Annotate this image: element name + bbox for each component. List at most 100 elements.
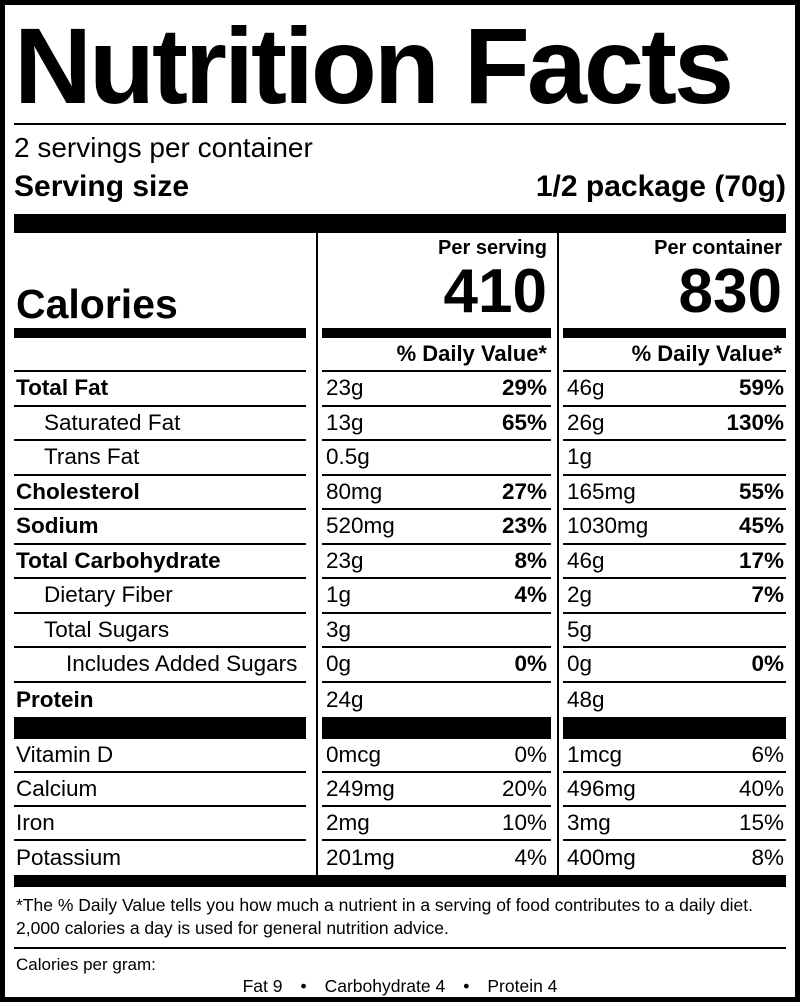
calories-per-container-value: 830	[678, 257, 782, 326]
calories-per-gram-protein: Protein 4	[487, 976, 558, 996]
container-daily-value: 59%	[738, 375, 784, 401]
serving-amount: 23g	[326, 375, 364, 401]
serving-amount: 520mg	[326, 513, 395, 539]
serving-amount: 249mg	[326, 776, 395, 801]
nutrient-name: Includes Added Sugars	[14, 648, 306, 683]
serving-daily-value: 0%	[514, 651, 547, 677]
container-daily-value: 55%	[738, 478, 784, 504]
section-bar-bottom	[14, 875, 786, 887]
calories-per-gram-label: Calories per gram:	[16, 955, 156, 974]
serving-amount: 0g	[326, 651, 352, 677]
nutrient-name: Total Carbohydrate	[14, 545, 306, 579]
serving-daily-value: 29%	[501, 375, 547, 401]
column-divider-2	[557, 233, 559, 875]
container-amount: 165mg	[567, 478, 636, 504]
serving-amount: 13g	[326, 409, 364, 435]
container-amount: 46g	[567, 375, 605, 401]
nutrient-name: Sodium	[14, 510, 306, 545]
serving-size-label: Serving size	[14, 170, 190, 203]
section-bar-vitamins	[14, 717, 786, 739]
table-row-vitamin-d: Vitamin D 0mcg 0% 1mcg 6%	[14, 739, 786, 773]
daily-value-header-container: % Daily Value*	[631, 341, 782, 366]
table-row-trans-fat: Trans Fat 0.5g 1g	[14, 441, 786, 476]
calories-cell: Calories	[14, 233, 306, 372]
serving-daily-value: 20%	[501, 776, 547, 801]
title-divider	[14, 123, 786, 125]
serving-amount: 201mg	[326, 845, 395, 870]
nutrient-name: Calcium	[14, 773, 306, 807]
per-container-header: Per container	[654, 237, 782, 259]
serving-size-row: Serving size 1/2 package (70g)	[14, 169, 786, 205]
column-divider-1	[316, 233, 318, 875]
serving-daily-value: 65%	[501, 409, 547, 435]
calories-label: Calories	[16, 281, 178, 327]
table-row-saturated-fat: Saturated Fat 13g 65% 26g 130%	[14, 407, 786, 441]
serving-daily-value: 8%	[514, 547, 547, 573]
table-row-sodium: Sodium 520mg 23% 1030mg 45%	[14, 510, 786, 545]
serving-size-value: 1/2 package (70g)	[535, 170, 786, 203]
nutrient-name: Saturated Fat	[14, 407, 306, 441]
container-amount: 400mg	[567, 845, 636, 870]
table-row-dietary-fiber: Dietary Fiber 1g 4% 2g 7%	[14, 579, 786, 614]
calories-underline-bar	[14, 328, 306, 338]
serving-amount: 2mg	[326, 810, 370, 835]
table-row-protein: Protein 24g 48g	[14, 683, 786, 718]
bullet-separator: •	[463, 976, 470, 996]
container-daily-value: 7%	[751, 582, 784, 608]
serving-daily-value: 4%	[514, 582, 547, 608]
container-daily-value: 45%	[738, 513, 784, 539]
container-amount: 48g	[567, 686, 605, 712]
container-daily-value: 6%	[751, 742, 784, 767]
calories-per-gram-fat: Fat 9	[242, 976, 283, 996]
serving-amount: 0mcg	[326, 742, 382, 767]
serving-amount: 1g	[326, 582, 352, 608]
daily-value-footnote: *The % Daily Value tells you how much a …	[14, 887, 786, 940]
container-amount: 5g	[567, 616, 593, 642]
container-amount: 1g	[567, 444, 593, 470]
serving-amount: 24g	[326, 686, 364, 712]
nutrient-name: Dietary Fiber	[14, 579, 306, 614]
container-daily-value: 15%	[738, 810, 784, 835]
container-daily-value: 8%	[751, 845, 784, 870]
serving-amount: 3g	[326, 616, 352, 642]
serving-amount: 80mg	[326, 478, 383, 504]
container-amount: 3mg	[567, 810, 611, 835]
daily-value-header-serving: % Daily Value*	[396, 341, 547, 366]
label-title: Nutrition Facts	[14, 5, 734, 126]
nutrient-name: Total Sugars	[14, 614, 306, 648]
nutrient-name: Trans Fat	[14, 441, 306, 476]
container-amount: 1mcg	[567, 742, 623, 767]
table-row-total-carbohydrate: Total Carbohydrate 23g 8% 46g 17%	[14, 545, 786, 579]
section-bar-top	[14, 214, 786, 233]
serving-daily-value: 27%	[501, 478, 547, 504]
container-amount: 2g	[567, 582, 593, 608]
calories-per-serving-value: 410	[443, 257, 547, 326]
container-amount: 1030mg	[567, 513, 649, 539]
serving-daily-value: 23%	[501, 513, 547, 539]
footnote-line-2: 2,000 calories a day is used for general…	[16, 918, 449, 938]
calories-underline-bar	[563, 328, 786, 338]
per-serving-header: Per serving	[438, 237, 547, 259]
nutrient-name: Cholesterol	[14, 476, 306, 510]
nutrient-name: Protein	[16, 686, 94, 712]
per-serving-header-cell: Per serving 410 % Daily Value*	[322, 233, 551, 372]
table-row-iron: Iron 2mg 10% 3mg 15%	[14, 807, 786, 841]
nutrient-name: Potassium	[16, 845, 122, 870]
container-amount: 0g	[567, 651, 593, 677]
table-row-added-sugars: Includes Added Sugars 0g 0% 0g 0%	[14, 648, 786, 683]
servings-per-container: 2 servings per container	[14, 132, 313, 163]
serving-daily-value: 10%	[501, 810, 547, 835]
container-daily-value: 17%	[738, 547, 784, 573]
serving-amount: 23g	[326, 547, 364, 573]
serving-daily-value: 0%	[514, 742, 547, 767]
footnote-divider	[14, 947, 786, 949]
table-row-cholesterol: Cholesterol 80mg 27% 165mg 55%	[14, 476, 786, 510]
serving-daily-value: 4%	[514, 845, 547, 870]
container-daily-value: 40%	[738, 776, 784, 801]
calories-per-gram-values: Fat 9 • Carbohydrate 4 • Protein 4	[14, 976, 786, 997]
nutrition-table: Calories Per serving 410 % Daily Value* …	[14, 233, 786, 875]
bullet-separator: •	[300, 976, 307, 996]
calories-underline-bar	[322, 328, 551, 338]
table-row-total-fat: Total Fat 23g 29% 46g 59%	[14, 372, 786, 407]
